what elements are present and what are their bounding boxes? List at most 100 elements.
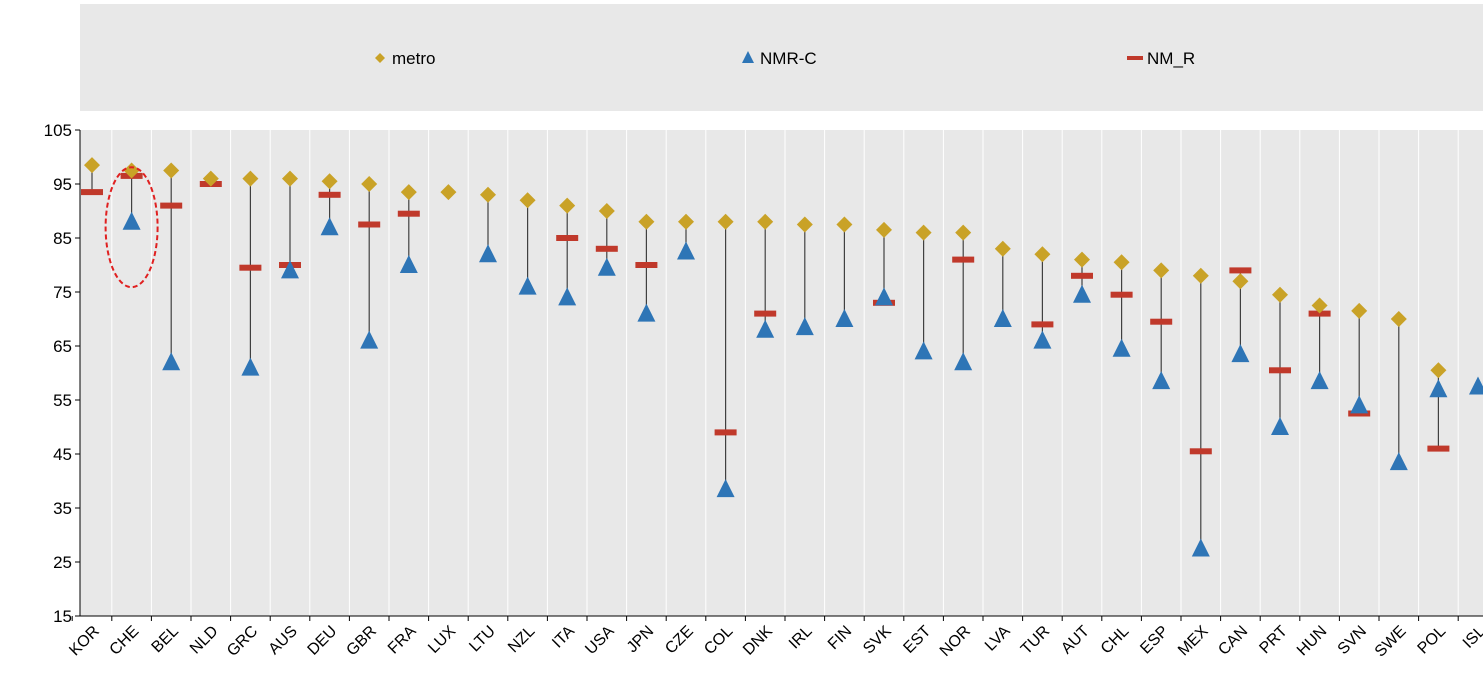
legend-nm-r-label: NM_R <box>1147 49 1195 68</box>
nmr-c-marker <box>1231 344 1250 363</box>
nm-r-marker <box>1150 318 1173 325</box>
nmr-c-marker <box>597 257 616 276</box>
metro-marker <box>361 176 378 192</box>
x-tick-label: ISL <box>1460 623 1483 652</box>
nmr-c-marker <box>162 352 181 371</box>
metro-marker <box>796 216 813 233</box>
y-tick-label: 85 <box>53 229 72 248</box>
x-tick-label: USA <box>582 623 618 659</box>
nm-r-marker <box>318 191 341 198</box>
metro-marker <box>638 213 655 230</box>
nmr-c-marker <box>993 309 1012 327</box>
nm-r-marker <box>714 429 737 436</box>
metro-marker <box>1074 251 1090 268</box>
metro-marker <box>876 221 892 238</box>
metro-marker <box>84 157 100 174</box>
nm-r-marker <box>635 262 658 268</box>
x-tick-label: EST <box>900 623 934 657</box>
x-tick-label: MEX <box>1175 623 1212 660</box>
x-tick-label: HUN <box>1294 623 1331 660</box>
legend-nmr-c-label: NMR-C <box>760 49 817 68</box>
nmr-c-marker <box>479 244 497 263</box>
nmr-c-marker <box>716 479 735 498</box>
y-tick-label: 75 <box>53 283 72 302</box>
metro-marker <box>598 203 615 219</box>
nmr-c-marker <box>1112 338 1131 357</box>
x-tick-label: LUX <box>425 623 459 657</box>
nmr-c-marker <box>122 211 141 230</box>
nmr-c-marker <box>320 217 339 236</box>
x-tick-label: COL <box>701 623 736 658</box>
x-tick-label: NZL <box>505 623 538 656</box>
x-tick-label: CHL <box>1098 623 1133 658</box>
metro-marker <box>1390 311 1407 327</box>
x-tick-label: GBR <box>343 623 380 660</box>
nmr-c-marker <box>954 352 973 371</box>
nmr-c-marker <box>756 319 775 338</box>
y-tick-label: 95 <box>53 175 72 194</box>
nmr-c-marker <box>1429 379 1448 398</box>
x-tick-label: CHE <box>107 623 143 659</box>
metro-marker <box>202 170 219 187</box>
metro-marker <box>163 162 180 179</box>
metro-marker <box>757 213 774 230</box>
metro-marker <box>400 184 417 201</box>
metro-marker <box>1232 273 1249 290</box>
nmr-c-marker <box>835 309 854 327</box>
nm-r-marker <box>595 245 618 252</box>
x-tick-label: JPN <box>624 623 657 656</box>
nmr-c-marker <box>1073 284 1091 303</box>
nm-r-marker <box>1110 291 1133 298</box>
metro-marker <box>1311 297 1328 314</box>
nm-r-marker <box>1269 367 1291 374</box>
nmr-c-marker <box>1469 376 1483 395</box>
metro-marker <box>1272 286 1288 303</box>
plot-area <box>80 130 1483 616</box>
nmr-c-marker <box>795 317 814 336</box>
data-marks <box>81 157 1483 557</box>
nmr-c-marker <box>1152 371 1171 390</box>
y-tick-label: 65 <box>53 337 72 356</box>
nm-r-marker <box>358 221 381 228</box>
nmr-c-marker <box>360 330 379 349</box>
metro-marker <box>282 170 298 187</box>
nmr-c-marker <box>1389 452 1408 471</box>
nm-r-marker <box>1308 310 1331 317</box>
legend-metro-label: metro <box>392 49 435 68</box>
nm-r-marker <box>397 210 420 217</box>
legend-nm-r-icon <box>1127 56 1143 60</box>
legend-metro-icon <box>375 53 385 63</box>
x-tick-label: LTU <box>466 623 499 656</box>
x-tick-label: GRC <box>224 623 261 660</box>
x-tick-label: TUR <box>1018 623 1053 658</box>
nmr-c-marker <box>677 241 695 260</box>
nmr-c-marker <box>1350 395 1369 414</box>
metro-marker <box>1351 302 1368 319</box>
nmr-c-marker <box>1310 371 1329 390</box>
metro-marker <box>1430 362 1447 379</box>
annotation <box>104 166 159 289</box>
x-tick-label: DNK <box>740 623 776 659</box>
legend-nmr-c-icon <box>742 51 754 63</box>
nm-r-marker <box>1427 445 1450 452</box>
legend: metro NMR-C NM_R <box>375 49 1195 68</box>
x-tick-label: IRL <box>786 623 816 653</box>
nmr-c-marker <box>281 260 299 279</box>
x-axis: KOR CHE BEL NLD GRC AUS DEU GBR FRA LUX LTU NZL ITA U… <box>66 615 1483 661</box>
y-tick-label: 35 <box>53 499 72 518</box>
nm-r-marker <box>754 310 777 317</box>
metro-marker <box>1113 254 1130 271</box>
nm-r-marker <box>556 235 579 241</box>
x-tick-label: CAN <box>1215 623 1251 659</box>
y-tick-label: 105 <box>44 121 72 140</box>
nmr-c-marker <box>558 287 577 306</box>
metro-marker <box>1153 262 1170 279</box>
metro-marker <box>480 186 496 203</box>
nm-r-marker <box>952 256 975 263</box>
metro-marker <box>915 224 932 241</box>
x-tick-label: ESP <box>1137 623 1172 658</box>
nmr-c-marker <box>1271 417 1289 435</box>
nm-r-marker <box>160 202 183 209</box>
x-tick-label: BEL <box>149 623 182 656</box>
x-tick-label: AUT <box>1058 623 1093 658</box>
